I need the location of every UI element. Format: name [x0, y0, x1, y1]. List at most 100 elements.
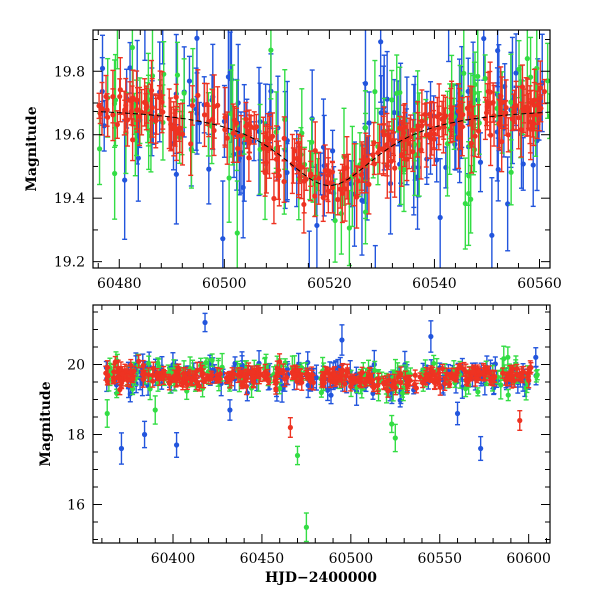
top-data-point	[281, 178, 287, 185]
bottom-outlier-point	[202, 319, 208, 326]
top-data-point	[392, 165, 398, 171]
top-data-point	[138, 109, 145, 115]
top-data-point	[181, 90, 187, 96]
bottom-data-point	[489, 375, 495, 381]
top-data-point	[194, 35, 200, 41]
bottom-data-point	[442, 380, 448, 387]
bottom-data-point	[351, 375, 357, 381]
bottom-data-point	[239, 382, 245, 388]
top-data-point	[487, 89, 493, 95]
top-data-point	[142, 15, 147, 20]
bottom-outlier-point	[517, 417, 523, 424]
top-data-point	[174, 72, 181, 78]
top-data-point	[231, 117, 238, 123]
bottom-data-point	[250, 377, 256, 383]
bottom-data-point	[413, 385, 419, 391]
bottom-data-point	[243, 383, 250, 390]
bottom-x-tick-label: 60500	[329, 551, 374, 567]
top-data-point	[129, 44, 135, 51]
bottom-data-points	[103, 312, 540, 543]
top-data-point	[505, 201, 511, 207]
top-data-point	[434, 157, 440, 163]
top-data-point	[366, 181, 372, 187]
bottom-data-point	[463, 386, 469, 392]
bottom-data-point	[250, 369, 256, 375]
bottom-data-point	[131, 368, 137, 374]
bottom-data-point	[344, 369, 351, 375]
bottom-data-point	[446, 381, 453, 387]
top-data-point	[427, 131, 433, 137]
top-data-point	[186, 78, 193, 84]
bottom-data-point	[432, 376, 439, 382]
bottom-outlier-point	[454, 410, 461, 417]
bottom-data-point	[313, 375, 320, 381]
bottom-data-point	[437, 384, 443, 391]
top-data-point	[296, 157, 303, 163]
top-x-tick-label: 60540	[412, 276, 457, 292]
bottom-data-point	[398, 371, 404, 377]
bottom-data-point	[279, 369, 285, 375]
top-data-point	[267, 135, 273, 142]
top-data-point	[142, 99, 148, 105]
bottom-data-point	[140, 371, 146, 377]
bottom-data-point	[475, 389, 481, 395]
bottom-data-point	[310, 380, 316, 386]
top-data-point	[461, 70, 467, 76]
top-y-tick-label: 19.8	[54, 64, 85, 80]
bottom-data-point	[203, 359, 209, 366]
top-data-point	[513, 102, 519, 109]
top-data-point	[248, 124, 254, 130]
bottom-y-tick-labels: 16 18 20	[67, 358, 85, 514]
top-data-point	[414, 126, 421, 133]
bottom-outlier-point	[339, 337, 345, 343]
top-data-point	[354, 194, 360, 200]
top-data-point	[462, 200, 468, 207]
top-data-point	[96, 146, 103, 152]
bottom-data-point	[166, 375, 172, 381]
top-data-point	[314, 222, 320, 229]
bottom-data-point	[533, 354, 539, 360]
top-data-point	[110, 112, 116, 118]
top-data-point	[537, 85, 543, 91]
top-data-point	[122, 107, 128, 113]
top-data-point	[124, 117, 131, 123]
bottom-data-point	[188, 377, 195, 384]
top-data-point	[276, 173, 282, 179]
top-data-point	[373, 294, 378, 299]
bottom-data-point	[258, 371, 264, 378]
bottom-x-tick-labels: 60400 60450 60500 60550 60600	[151, 551, 551, 567]
bottom-data-point	[424, 373, 430, 380]
top-data-point	[505, 132, 511, 138]
top-data-point	[399, 151, 405, 158]
top-data-point	[386, 137, 392, 143]
bottom-data-point	[176, 366, 182, 373]
bottom-outlier-point	[104, 410, 110, 417]
bottom-data-point	[372, 367, 378, 374]
bottom-data-point	[514, 372, 520, 378]
top-data-point	[329, 185, 336, 191]
top-data-point	[516, 66, 522, 72]
bottom-data-point	[340, 367, 346, 373]
bottom-outlier-point	[227, 407, 233, 413]
top-data-point	[160, 109, 166, 115]
top-data-point	[289, 161, 295, 167]
bottom-data-point	[404, 380, 410, 386]
bottom-axis-ticks	[93, 305, 550, 543]
bottom-data-point	[381, 380, 387, 386]
top-data-point	[518, 127, 524, 133]
bottom-data-point	[475, 368, 481, 374]
bottom-x-tick-label: 60450	[240, 551, 285, 567]
top-data-point	[466, 190, 472, 197]
bottom-data-point	[412, 372, 418, 378]
bottom-data-point	[309, 372, 315, 378]
top-data-point	[99, 65, 106, 72]
bottom-data-point	[461, 366, 467, 373]
top-data-point	[459, 124, 465, 130]
bottom-data-point	[375, 382, 381, 388]
top-data-point	[136, 113, 143, 120]
top-data-point	[359, 197, 365, 204]
top-data-point	[235, 145, 241, 152]
bottom-x-axis-label: HJD−2400000	[265, 570, 377, 586]
bottom-data-point	[391, 380, 397, 387]
bottom-outlier-point	[303, 524, 309, 530]
